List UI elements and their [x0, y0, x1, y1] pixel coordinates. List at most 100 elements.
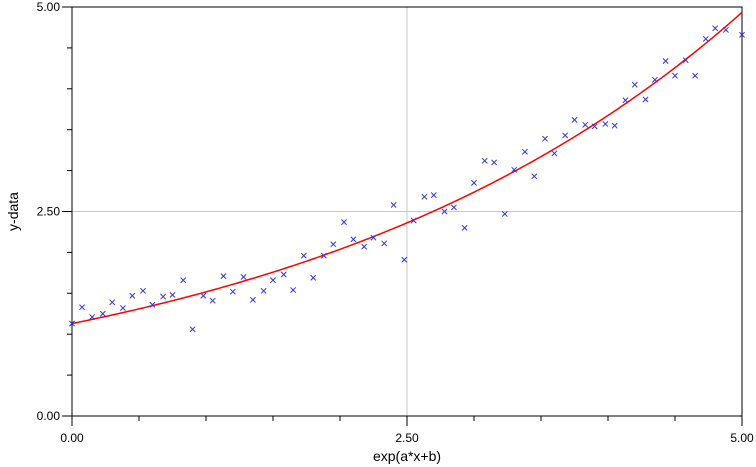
data-point-stroke: [99, 310, 106, 317]
data-point-stroke: [320, 252, 327, 259]
data-point: [642, 96, 649, 103]
data-point-stroke: [209, 297, 216, 304]
data-point-stroke: [562, 132, 569, 139]
data-point: [290, 287, 297, 293]
data-point: [350, 236, 357, 243]
data-point-stroke: [571, 116, 578, 123]
data-point-stroke: [441, 208, 448, 215]
tick-labels: 0.00 2.50 5.00 0.00 2.50 5.00: [37, 0, 754, 445]
data-point-stroke: [169, 291, 176, 298]
data-point: [240, 273, 247, 280]
data-point: [571, 116, 578, 123]
data-point: [702, 35, 709, 42]
data-point-stroke: [582, 121, 589, 128]
data-point: [712, 25, 719, 32]
axis-ticks: [62, 6, 743, 426]
data-point-stroke: [511, 166, 518, 173]
data-point-stroke: [682, 57, 689, 64]
data-point: [209, 297, 216, 304]
data-point-stroke: [410, 217, 417, 224]
data-point: [310, 274, 317, 281]
data-point-stroke: [651, 76, 658, 83]
data-point-stroke: [220, 273, 227, 280]
data-point-stroke: [531, 173, 538, 180]
x-tick-label: 2.50: [395, 431, 419, 445]
x-tick-label: 0.00: [60, 431, 84, 445]
data-point-stroke: [149, 301, 156, 308]
data-point: [220, 273, 227, 280]
data-point: [651, 76, 658, 83]
data-point: [602, 121, 609, 127]
data-point: [270, 277, 276, 284]
data-point: [180, 277, 187, 284]
data-point: [722, 26, 729, 33]
data-point-stroke: [370, 234, 377, 241]
data-point: [461, 224, 468, 231]
data-point-stroke: [290, 287, 297, 293]
data-point: [79, 304, 86, 311]
y-tick-label: 5.00: [37, 0, 61, 14]
data-point-stroke: [229, 288, 236, 295]
data-point: [692, 72, 699, 79]
data-point-stroke: [611, 122, 618, 129]
data-point: [89, 314, 96, 320]
data-point: [582, 121, 589, 128]
data-point: [119, 305, 126, 311]
data-point: [341, 219, 347, 226]
data-point-stroke: [622, 97, 629, 104]
data-point: [622, 97, 629, 104]
data-point: [160, 293, 167, 300]
data-point-stroke: [270, 277, 276, 284]
data-point-stroke: [390, 202, 397, 208]
data-point-stroke: [542, 135, 548, 142]
data-point-stroke: [140, 287, 146, 294]
data-point: [739, 31, 745, 38]
data-point-stroke: [189, 326, 196, 333]
data-point: [551, 150, 558, 157]
data-point-stroke: [69, 320, 75, 327]
data-point: [441, 208, 448, 215]
data-point: [129, 292, 136, 299]
data-point-stroke: [642, 96, 649, 103]
data-point-stroke: [450, 204, 457, 211]
data-point: [491, 159, 498, 166]
data-point: [330, 241, 337, 248]
data-point: [200, 292, 207, 299]
data-point-stroke: [430, 192, 437, 199]
y-axis-label: y-data: [5, 192, 21, 231]
data-point-stroke: [471, 179, 477, 186]
data-point-stroke: [89, 314, 96, 320]
data-point: [611, 122, 618, 129]
data-point-stroke: [739, 31, 745, 38]
data-point: [320, 252, 327, 259]
data-point: [401, 256, 408, 263]
data-point: [542, 135, 548, 142]
data-point-stroke: [341, 219, 347, 226]
data-point-stroke: [79, 304, 86, 311]
data-points: [69, 25, 745, 333]
data-point-stroke: [401, 256, 408, 263]
data-point-stroke: [350, 236, 357, 243]
data-point-stroke: [672, 72, 678, 79]
data-point-stroke: [702, 35, 709, 42]
data-point: [471, 179, 477, 186]
data-point: [149, 301, 156, 308]
x-tick-label: 5.00: [730, 431, 754, 445]
data-point: [300, 252, 307, 259]
data-point-stroke: [249, 296, 256, 303]
data-point: [662, 58, 669, 64]
data-point-stroke: [119, 305, 126, 311]
data-point: [361, 243, 368, 250]
data-point-stroke: [310, 274, 317, 281]
fit-curve: [71, 11, 743, 325]
data-point-stroke: [361, 243, 368, 250]
data-point-stroke: [461, 224, 468, 231]
data-point-stroke: [280, 271, 287, 278]
data-point: [450, 204, 457, 211]
data-point-stroke: [662, 58, 669, 64]
data-point: [501, 211, 508, 217]
data-point: [99, 310, 106, 317]
data-point: [229, 288, 236, 295]
x-axis-label: exp(a*x+b): [373, 448, 441, 464]
data-point: [140, 287, 146, 294]
